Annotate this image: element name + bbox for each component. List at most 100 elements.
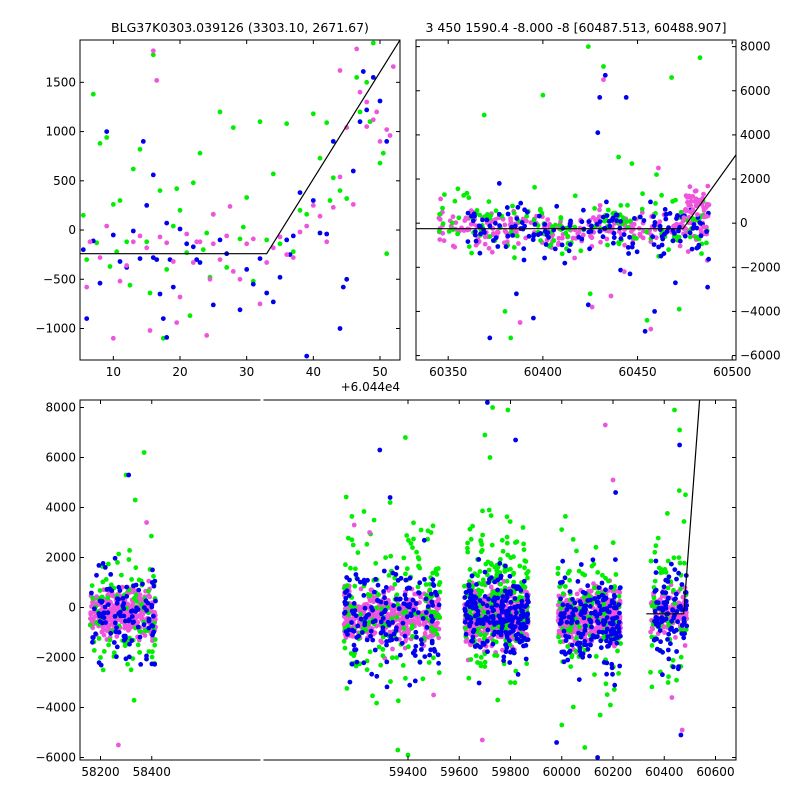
data-point — [370, 619, 376, 625]
data-point — [91, 648, 97, 653]
data-point — [204, 230, 210, 236]
data-point — [450, 214, 456, 220]
data-point — [324, 231, 330, 237]
data-point — [617, 610, 622, 616]
data-point — [441, 238, 447, 244]
data-point — [438, 196, 443, 202]
data-point — [676, 306, 682, 312]
data-point — [456, 215, 462, 221]
data-point — [197, 150, 203, 156]
data-point — [480, 508, 485, 514]
data-point — [470, 634, 476, 640]
data-point — [369, 605, 374, 610]
data-point — [613, 557, 618, 562]
y-tick-label: 4000 — [740, 128, 771, 142]
data-point — [514, 233, 520, 239]
data-point — [358, 616, 364, 622]
data-point — [408, 611, 414, 617]
data-point — [514, 539, 520, 545]
data-point — [130, 166, 136, 172]
data-point — [608, 637, 614, 642]
data-point — [495, 230, 501, 235]
data-point — [585, 583, 591, 589]
data-point — [107, 637, 113, 643]
data-point — [618, 236, 624, 242]
data-point — [557, 621, 563, 626]
data-point — [349, 661, 355, 667]
data-point — [107, 264, 113, 269]
data-point — [486, 507, 492, 513]
data-point — [387, 133, 393, 138]
data-point — [97, 255, 103, 260]
data-point — [403, 571, 408, 577]
data-point — [403, 596, 409, 602]
data-point — [486, 199, 492, 205]
data-point — [525, 617, 530, 622]
data-point — [174, 186, 180, 192]
data-point — [623, 95, 629, 100]
data-point — [567, 568, 572, 574]
data-point — [480, 532, 485, 538]
data-point — [345, 623, 351, 629]
data-point — [656, 244, 661, 250]
data-point — [102, 565, 108, 570]
data-point — [383, 600, 389, 606]
data-point — [342, 609, 348, 615]
data-point — [184, 231, 190, 237]
data-point — [257, 119, 263, 125]
data-point — [424, 592, 429, 598]
data-point — [149, 654, 155, 660]
data-point — [368, 628, 374, 634]
y-tick-label: 6000 — [740, 84, 771, 98]
data-point — [420, 616, 426, 621]
data-point — [372, 589, 377, 595]
data-point — [357, 89, 363, 95]
data-point — [524, 592, 530, 598]
data-point — [118, 613, 123, 619]
data-point — [462, 595, 468, 600]
data-point — [582, 745, 588, 750]
data-point — [521, 246, 527, 252]
data-point — [521, 541, 526, 547]
data-point — [317, 155, 323, 161]
data-point — [681, 519, 687, 524]
data-point — [616, 241, 622, 247]
data-point — [505, 552, 511, 558]
data-point — [190, 260, 196, 265]
data-point — [687, 194, 693, 200]
data-point — [415, 584, 421, 590]
data-point — [651, 214, 656, 220]
data-point — [146, 588, 152, 594]
data-point — [297, 229, 303, 235]
data-point — [578, 601, 584, 607]
data-point — [104, 628, 110, 634]
data-point — [679, 582, 685, 587]
data-point — [566, 248, 572, 254]
data-point — [184, 241, 190, 247]
data-point — [524, 213, 530, 219]
data-point — [648, 326, 654, 332]
data-point — [588, 588, 594, 594]
data-point — [570, 537, 576, 542]
data-point — [374, 700, 379, 706]
data-point — [559, 242, 565, 248]
data-point — [670, 199, 675, 204]
data-point — [440, 221, 446, 227]
data-point — [194, 257, 200, 262]
data-point — [568, 664, 574, 669]
data-point — [678, 732, 684, 738]
data-point — [357, 579, 363, 585]
data-point — [486, 567, 492, 573]
data-point — [387, 495, 393, 500]
data-point — [369, 671, 375, 677]
data-point — [649, 684, 655, 690]
data-point — [591, 215, 596, 221]
data-point — [354, 75, 360, 80]
data-point — [170, 259, 176, 264]
data-point — [402, 633, 408, 639]
data-point — [482, 632, 488, 638]
data-point — [430, 523, 436, 529]
data-point — [427, 587, 433, 593]
data-point — [351, 628, 357, 634]
data-point — [114, 600, 120, 606]
